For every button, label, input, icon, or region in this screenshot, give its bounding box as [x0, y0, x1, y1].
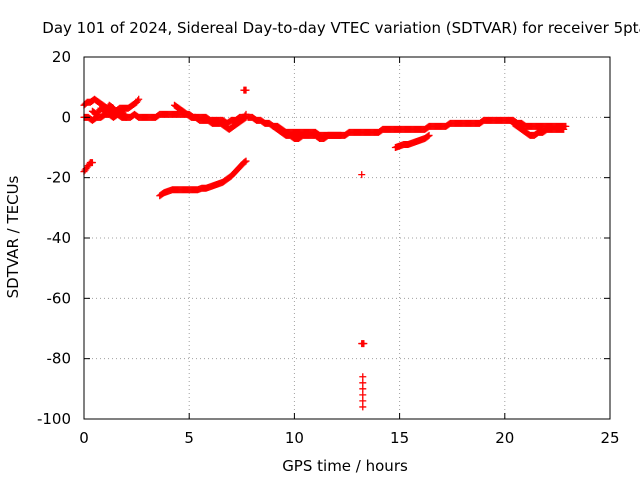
axis-ticks: 0 5 10 15 20 25 -100 -80 -60 -40 -20 0 20 [37, 48, 620, 447]
y-tick-label: 20 [52, 48, 71, 66]
data-point [424, 132, 432, 140]
data-point [337, 131, 345, 139]
data-point [134, 97, 142, 105]
y-tick-label: -60 [47, 289, 72, 307]
data-point [242, 157, 250, 165]
data-point [360, 340, 368, 348]
data-point [359, 385, 367, 393]
data-point [359, 397, 367, 405]
data-point [88, 159, 96, 167]
data-point [122, 113, 130, 121]
y-tick-label: -100 [37, 410, 71, 428]
data-point [425, 131, 433, 139]
x-tick-label: 20 [495, 429, 514, 447]
data-point [560, 125, 568, 133]
x-tick-label: 10 [285, 429, 304, 447]
data-point [359, 403, 367, 411]
chart-title: Day 101 of 2024, Sidereal Day-to-day VTE… [42, 19, 640, 37]
data-point [359, 373, 367, 381]
series-sdtvar [80, 86, 570, 411]
x-tick-label: 5 [184, 429, 194, 447]
x-tick-label: 25 [600, 429, 619, 447]
y-tick-label: 0 [61, 108, 71, 126]
data-point [241, 114, 249, 122]
y-tick-label: -40 [47, 229, 72, 247]
x-tick-label: 15 [390, 429, 409, 447]
data-point [358, 171, 366, 179]
data-point [242, 86, 250, 94]
data-point [359, 379, 367, 387]
x-axis-label: GPS time / hours [282, 457, 408, 475]
y-tick-label: -20 [47, 169, 72, 187]
data-point [135, 95, 143, 103]
data-point [241, 158, 249, 166]
data-point [121, 112, 129, 120]
x-tick-label: 0 [79, 429, 89, 447]
data-series [80, 86, 570, 411]
y-tick-label: -80 [47, 350, 72, 368]
y-axis-label: SDTVAR / TECUs [4, 175, 22, 298]
data-point [359, 391, 367, 399]
